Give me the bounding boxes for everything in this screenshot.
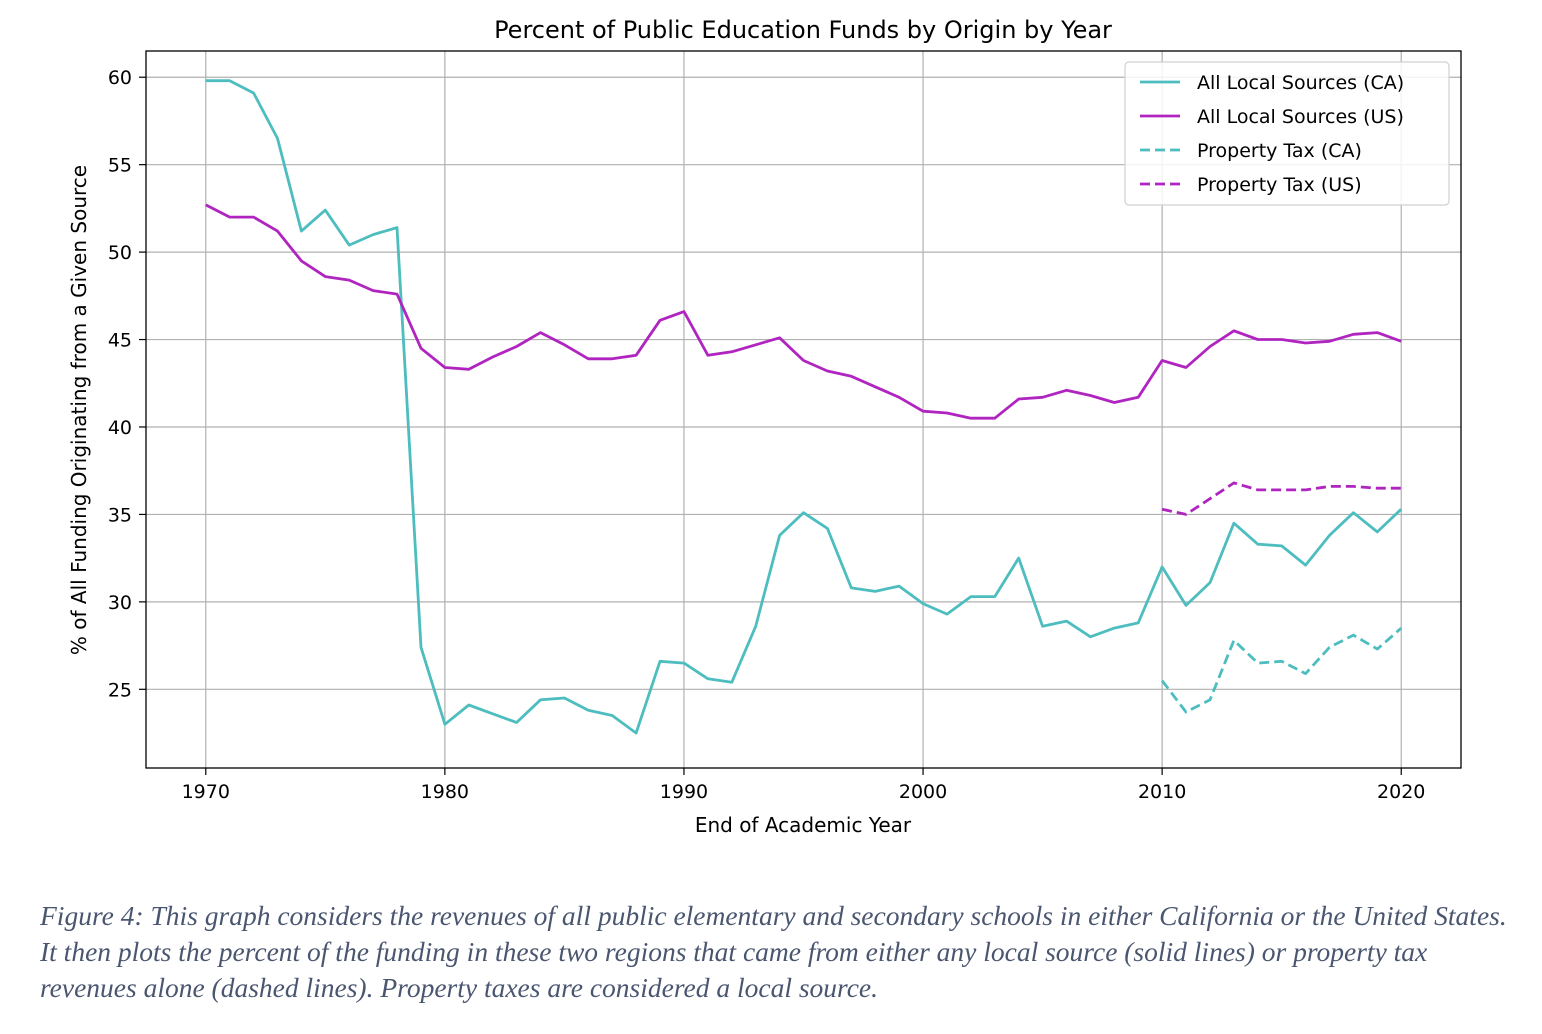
line-chart: Percent of Public Education Funds by Ori… [67,16,1462,837]
legend-box [1124,61,1450,206]
series-line-all-local-sources-us [205,203,1402,420]
y-tick-label: 30 [108,592,132,614]
legend-label: Property Tax (US) [1197,174,1362,196]
series-line-all-local-sources-ca [205,79,1403,735]
x-tick-label: 2000 [899,781,947,803]
series-line-property-tax-ca [1160,627,1403,714]
plot-frame [145,50,1462,769]
x-tick-label: 2010 [1138,781,1186,803]
y-tick-label: 40 [108,417,132,439]
x-axis-label: End of Academic Year [695,813,912,837]
x-tick-label: 1980 [421,781,469,803]
legend-label: All Local Sources (CA) [1197,72,1404,94]
y-axis-label: % of All Funding Originating from a Give… [67,165,91,655]
figure-caption: Figure 4: This graph considers the reven… [40,900,1507,1003]
legend-label: All Local Sources (US) [1197,106,1404,128]
axis-ticks: 1970 1980 1990 2000 2010 2020 25 30 35 40 45 50 55 60 [108,67,1426,803]
chart-title: Percent of Public Education Funds by Ori… [494,16,1112,44]
x-tick-label: 2020 [1377,781,1425,803]
y-tick-label: 60 [108,67,132,89]
x-tick-label: 1970 [182,781,230,803]
y-tick-label: 50 [108,242,132,264]
y-tick-label: 25 [108,679,132,701]
x-tick-label: 1990 [660,781,708,803]
legend: All Local Sources (CA) All Local Sources … [1124,61,1450,206]
series-line-property-tax-us [1161,481,1402,516]
legend-label: Property Tax (CA) [1197,140,1362,162]
y-tick-label: 35 [108,504,132,526]
y-tick-label: 55 [108,155,132,177]
y-tick-label: 45 [108,330,132,352]
series-lines [205,79,1403,735]
